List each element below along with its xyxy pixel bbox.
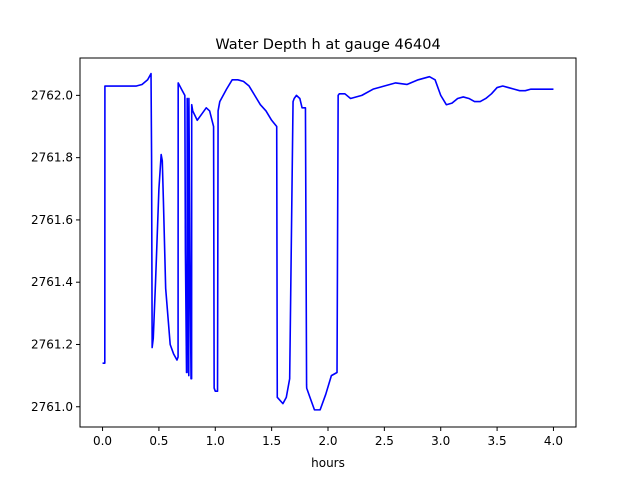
y-tick-label: 2761.2 — [31, 337, 73, 351]
chart-title: Water Depth h at gauge 46404 — [215, 37, 440, 53]
x-tick-label: 0.5 — [149, 434, 168, 448]
y-tick-label: 2761.8 — [31, 151, 73, 165]
x-tick-label: 3.5 — [488, 434, 507, 448]
series-layer — [102, 72, 554, 411]
x-tick-label: 1.5 — [262, 434, 281, 448]
x-tick-label: 3.0 — [431, 434, 450, 448]
x-tick-label: 2.5 — [375, 434, 394, 448]
y-tick-label: 2762.0 — [31, 88, 73, 102]
y-tick-label: 2761.6 — [31, 213, 73, 227]
plot-frame — [79, 57, 577, 428]
y-tick-label: 2761.0 — [31, 400, 73, 414]
y-tick-label: 2761.4 — [31, 275, 73, 289]
series-line-0 — [102, 72, 554, 411]
x-tick-label: 2.0 — [318, 434, 337, 448]
x-axis-label: hours — [311, 456, 345, 470]
x-axis: 0.0 0.5 1.0 1.5 2.0 2.5 3.0 3.5 4.0 — [93, 427, 563, 448]
y-axis: 2761.0 2761.2 2761.4 2761.6 2761.8 2762.0 — [31, 88, 80, 414]
x-tick-label: 4.0 — [544, 434, 563, 448]
plot-area — [102, 72, 554, 411]
x-tick-label: 1.0 — [206, 434, 225, 448]
x-tick-label: 0.0 — [93, 434, 112, 448]
